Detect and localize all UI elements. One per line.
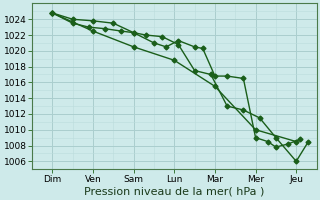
- X-axis label: Pression niveau de la mer( hPa ): Pression niveau de la mer( hPa ): [84, 187, 264, 197]
